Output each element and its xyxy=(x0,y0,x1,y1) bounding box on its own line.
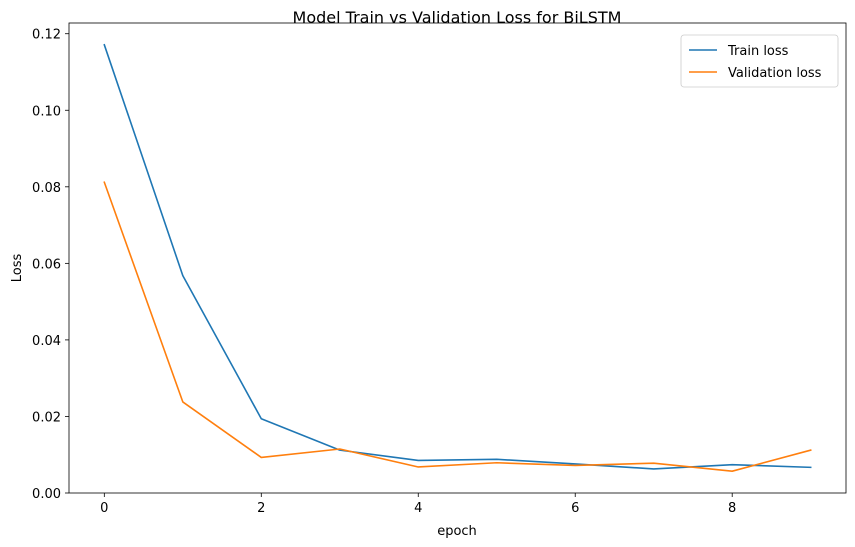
x-tick-label: 0 xyxy=(100,501,108,516)
legend-label-validation-loss: Validation loss xyxy=(728,66,822,81)
y-axis-label: Loss xyxy=(10,254,25,283)
series-lines xyxy=(103,43,812,472)
y-tick-label: 0.00 xyxy=(32,487,61,502)
y-tick-label: 0.08 xyxy=(32,181,61,196)
legend-box xyxy=(680,34,839,88)
x-tick-label: 4 xyxy=(414,501,422,516)
x-tick-label: 8 xyxy=(728,501,736,516)
train-loss-line xyxy=(103,43,812,470)
y-tick-label: 0.06 xyxy=(32,257,61,272)
x-tick-label: 6 xyxy=(571,501,579,516)
x-axis-label: epoch xyxy=(437,524,477,539)
axis-ticks: 0 2 4 6 8 0.00 0.02 0.04 0.06 0.08 0.10 0.12 xyxy=(32,28,736,516)
validation-loss-line xyxy=(103,181,812,472)
y-tick-label: 0.12 xyxy=(32,28,61,43)
y-tick-label: 0.10 xyxy=(32,104,61,119)
y-tick-label: 0.02 xyxy=(32,410,61,425)
y-tick-label: 0.04 xyxy=(32,334,61,349)
legend-label-train-loss: Train loss xyxy=(727,44,789,59)
chart-title: Model Train vs Validation Loss for BiLST… xyxy=(293,8,622,27)
x-tick-label: 2 xyxy=(257,501,265,516)
legend: Train loss Validation loss xyxy=(680,34,839,88)
plot-area-frame xyxy=(68,22,847,494)
